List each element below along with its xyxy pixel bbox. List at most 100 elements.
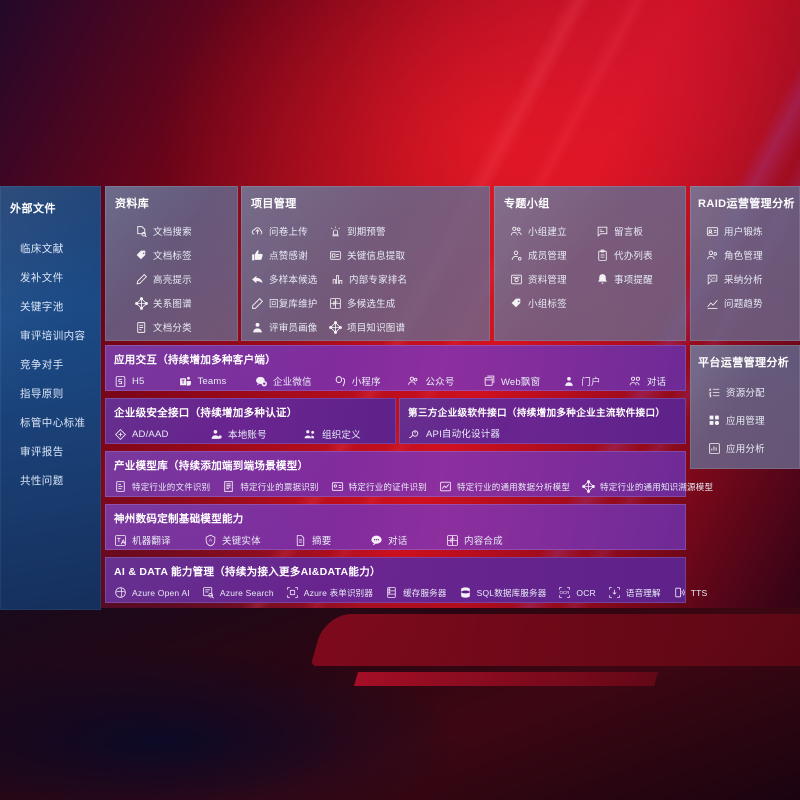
item-material-management[interactable]: 资料管理 <box>508 267 594 291</box>
card-raid-analysis: RAID运营管理分析 用户锻炼 角色管理 QA 采纳分析 问题趋势 <box>690 186 800 341</box>
item-file-recognition[interactable]: 特定行业的文件识别 <box>114 477 210 496</box>
item-form-recognizer[interactable]: Azure 表单识别器 <box>286 583 373 602</box>
tag-icon <box>135 249 148 262</box>
item-group-tag[interactable]: 小组标签 <box>508 291 594 315</box>
item-app-management[interactable]: 应用管理 <box>706 406 792 434</box>
sidebar-item-keyword-pool[interactable]: 关键字池 <box>20 301 64 313</box>
item-member-management[interactable]: 成员管理 <box>508 243 594 267</box>
item-label: API自动化设计器 <box>426 429 501 440</box>
item-relation-graph[interactable]: 关系图谱 <box>133 291 230 315</box>
item-document-classify[interactable]: 文档分类 <box>133 315 230 339</box>
item-teams[interactable]: Teams <box>179 372 240 391</box>
item-sql-database-server[interactable]: SQL数据库服务器 <box>459 583 547 602</box>
sidebar-item-review-report[interactable]: 审评报告 <box>20 446 64 458</box>
item-label: 应用分析 <box>726 444 765 455</box>
item-org-definition[interactable]: 组织定义 <box>304 424 384 444</box>
item-multi-sample-candidate[interactable]: 多样本候选 <box>249 267 329 291</box>
item-cache-server[interactable]: 缓存服务器 <box>385 583 447 602</box>
item-content-synthesis[interactable]: 内容合成 <box>446 530 526 550</box>
item-local-account[interactable]: 本地账号 <box>210 424 290 444</box>
item-resource-allocation[interactable]: 资源分配 <box>706 378 792 406</box>
item-questionnaire-upload[interactable]: 问卷上传 <box>249 219 327 243</box>
item-role-management[interactable]: 角色管理 <box>704 243 792 267</box>
sidebar-item-supplementary-files[interactable]: 发补文件 <box>20 272 64 284</box>
item-adoption-analysis[interactable]: QA 采纳分析 <box>704 267 792 291</box>
item-label: AD/AAD <box>132 428 169 440</box>
item-label: 角色管理 <box>724 251 763 262</box>
item-wechat-work[interactable]: 企业微信 <box>255 371 320 391</box>
item-multi-candidate-generate[interactable]: 多候选生成 <box>327 291 407 315</box>
item-highlight-hint[interactable]: 高亮提示 <box>133 267 230 291</box>
item-machine-translation[interactable]: 机器翻译 <box>114 530 190 550</box>
item-label: 代办列表 <box>614 251 653 262</box>
item-knowledge-trace-model[interactable]: 特定行业的通用知识溯源模型 <box>582 477 713 496</box>
item-azure-open-ai[interactable]: Azure Open AI <box>114 583 190 602</box>
item-tts[interactable]: TTS <box>673 583 708 602</box>
item-like-thanks[interactable]: 点赞感谢 <box>249 243 327 267</box>
sidebar-item-standards-center[interactable]: 标管中心标准 <box>20 417 86 429</box>
item-certificate-recognition[interactable]: 特定行业的证件识别 <box>331 477 427 496</box>
svg-text:QA: QA <box>709 275 715 280</box>
item-ad-aad[interactable]: AD/AAD <box>114 425 196 444</box>
item-summary[interactable]: 摘要 <box>294 530 356 550</box>
sidebar-item-review-training[interactable]: 审评培训内容 <box>20 330 86 342</box>
item-label: 门户 <box>581 377 601 388</box>
item-web-float-window[interactable]: Web飘窗 <box>483 371 549 391</box>
dialog-group-icon <box>629 375 642 388</box>
item-portal[interactable]: 门户 <box>563 371 614 391</box>
bar-industry-model-library-items: 特定行业的文件识别 特定行业的票据识别 特定行业的证件识别 特定行业的通用数据分… <box>105 477 713 496</box>
item-key-entity[interactable]: A 关键实体 <box>204 530 280 550</box>
item-key-info-extract[interactable]: 关键信息提取 <box>327 243 405 267</box>
grid-merge-icon <box>446 534 459 547</box>
background-shape-primary <box>310 614 800 666</box>
item-h5[interactable]: H5 <box>114 372 165 391</box>
id-card-icon <box>706 225 719 238</box>
item-label: 多候选生成 <box>347 299 396 310</box>
doc-search-icon <box>135 225 148 238</box>
item-label: OCR <box>576 587 596 598</box>
item-document-search[interactable]: 文档搜索 <box>133 219 230 243</box>
item-label: 小组建立 <box>528 227 567 238</box>
item-user-profile[interactable]: 用户锻炼 <box>704 219 792 243</box>
item-label: 本地账号 <box>228 430 267 441</box>
item-issue-trend[interactable]: 问题趋势 <box>704 291 792 315</box>
item-ocr[interactable]: OCR OCR <box>558 583 596 602</box>
item-message-board[interactable]: 留言板 <box>594 219 674 243</box>
item-azure-search[interactable]: Azure Search <box>202 583 274 602</box>
item-api-designer[interactable]: API自动化设计器 <box>408 423 500 443</box>
archive-box-icon <box>510 273 523 286</box>
item-mini-program[interactable]: 小程序 <box>334 371 394 391</box>
card-project-management-items: 问卷上传 到期预警 点赞感谢 关键信息提取 多样本候选 内部专家排名 <box>241 219 490 363</box>
item-expiry-alert[interactable]: 到期预警 <box>327 219 407 243</box>
item-chat[interactable]: 对话 <box>370 530 432 550</box>
item-expert-ranking[interactable]: 内部专家排名 <box>329 267 407 291</box>
tag-icon <box>510 297 523 310</box>
item-label: Azure Search <box>219 587 274 598</box>
item-document-tag[interactable]: 文档标签 <box>133 243 230 267</box>
sidebar-item-common-issues[interactable]: 共性问题 <box>20 475 64 487</box>
item-receipt-recognition[interactable]: 特定行业的票据识别 <box>222 477 318 496</box>
background-lower-panel <box>0 608 800 800</box>
speech-icon <box>608 586 621 599</box>
item-reply-library-maintain[interactable]: 回复库维护 <box>249 291 327 315</box>
bar-app-interaction: 应用交互（持续增加多种客户端） H5 Teams 企业微信 小程序 公众号 <box>105 345 686 391</box>
item-project-knowledge-graph[interactable]: 项目知识图谱 <box>327 315 415 339</box>
item-event-reminder[interactable]: 事项提醒 <box>594 267 674 291</box>
item-official-account[interactable]: 公众号 <box>407 371 468 391</box>
item-label: 成员管理 <box>528 251 567 262</box>
sidebar-item-clinical-literature[interactable]: 临床文献 <box>20 243 64 255</box>
item-app-analysis[interactable]: 应用分析 <box>706 434 792 462</box>
item-dialog[interactable]: 对话 <box>629 371 677 391</box>
item-todo-list[interactable]: 代办列表 <box>594 243 674 267</box>
item-data-analysis-model[interactable]: 特定行业的通用数据分析模型 <box>439 477 570 496</box>
sidebar-item-competitors[interactable]: 竞争对手 <box>20 359 64 371</box>
item-speech-understanding[interactable]: 语音理解 <box>608 583 661 602</box>
item-reviewer-portrait[interactable]: 评审员画像 <box>249 315 327 339</box>
sql-database-icon <box>459 586 472 599</box>
sidebar-item-guidelines[interactable]: 指导原则 <box>20 388 64 400</box>
item-group-create[interactable]: 小组建立 <box>508 219 594 243</box>
bar-digital-china-models-items: 机器翻译 A 关键实体 摘要 对话 内容合成 <box>105 530 686 550</box>
official-account-icon <box>407 375 420 388</box>
item-label: 对话 <box>388 536 408 547</box>
item-label: H5 <box>132 375 145 387</box>
